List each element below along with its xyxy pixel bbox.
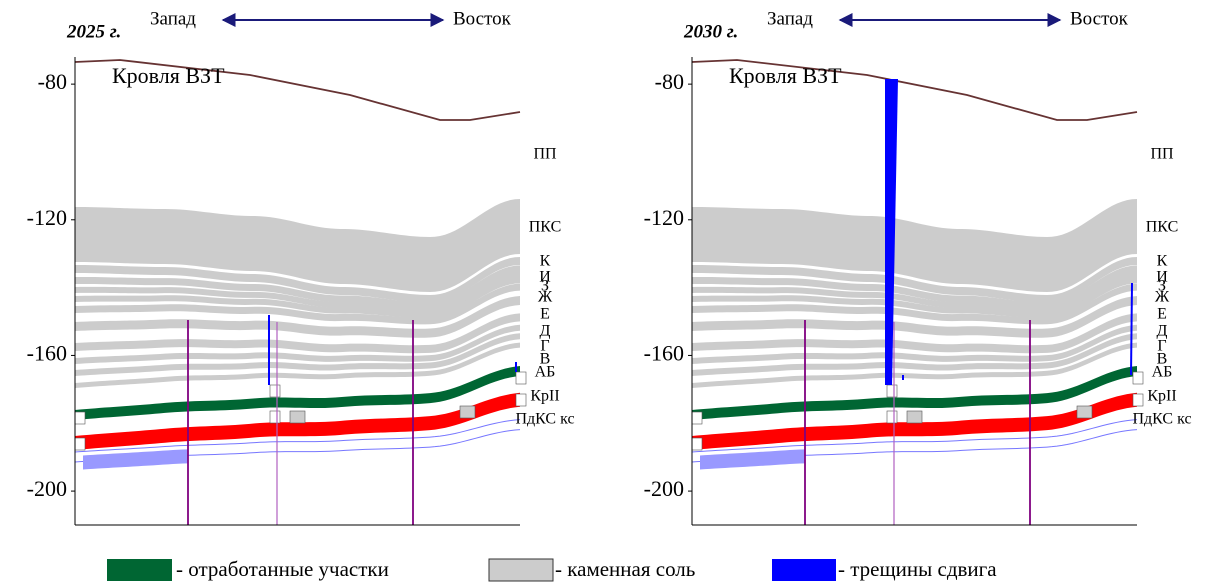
- y-tick-label: -120: [27, 205, 67, 230]
- layer: [75, 199, 520, 292]
- layer-label: КрII: [530, 388, 559, 405]
- crack: [885, 79, 898, 385]
- layer-label: В: [540, 351, 551, 368]
- layer-label: Г: [1157, 338, 1166, 355]
- layer: [692, 324, 1137, 364]
- marker: [269, 384, 281, 398]
- layer: [75, 277, 520, 318]
- layer: [75, 333, 520, 376]
- direction: Восток: [453, 8, 512, 29]
- contour: [691, 419, 1138, 453]
- legend-label: - каменная соль: [555, 557, 695, 581]
- direction: Восток: [1070, 8, 1129, 29]
- layer: [692, 199, 1137, 292]
- layer: [692, 257, 1137, 303]
- layer: [75, 313, 520, 354]
- marker: [459, 405, 476, 419]
- marker: [691, 411, 703, 425]
- layer: [75, 366, 520, 420]
- layer-label: Е: [1157, 306, 1167, 323]
- legend-swatch: [772, 559, 836, 581]
- panel-title: 2030 г.: [683, 21, 738, 42]
- marker: [1132, 393, 1144, 407]
- layer-label: КрII: [1147, 388, 1176, 405]
- legend-swatch: [488, 558, 554, 582]
- layer-label: В: [1157, 351, 1168, 368]
- layer-label: И: [539, 269, 551, 286]
- y-tick-label: -120: [644, 205, 684, 230]
- layer: [692, 271, 1137, 314]
- marker: [515, 393, 527, 407]
- y-tick-label: -80: [655, 69, 684, 94]
- panel-title: 2025 г.: [66, 21, 121, 42]
- layer-label: ПдКС кс: [1132, 411, 1191, 428]
- layer: [700, 449, 805, 470]
- y-tick-label: -200: [644, 476, 684, 501]
- layer-label: Ж: [1155, 289, 1170, 306]
- layer-label: З: [1158, 278, 1166, 295]
- layer: [75, 271, 520, 314]
- crack: [1130, 282, 1133, 376]
- direction: Запад: [150, 8, 196, 29]
- layer-label: ПП: [1150, 146, 1174, 163]
- annotation: Кровля ВЗТ: [112, 63, 225, 88]
- marker: [74, 411, 86, 425]
- roof: [74, 59, 521, 121]
- contour: [74, 419, 521, 453]
- layer-label: АБ: [535, 364, 556, 381]
- layer: [75, 296, 520, 338]
- layer: [692, 366, 1137, 420]
- layer: [692, 277, 1137, 318]
- y-tick-label: -200: [27, 476, 67, 501]
- layer-label: Д: [540, 323, 551, 340]
- y-tick-label: -80: [38, 69, 67, 94]
- layer: [692, 333, 1137, 376]
- marker: [886, 384, 898, 398]
- marker: [515, 371, 527, 385]
- layer-label: ПКС: [1146, 219, 1179, 236]
- marker: [886, 410, 898, 424]
- layer-label: К: [540, 253, 551, 270]
- layer-label: ПдКС кс: [515, 411, 574, 428]
- marker: [74, 437, 86, 451]
- layer: [75, 324, 520, 364]
- layer-label: Ж: [538, 289, 553, 306]
- layer-label: АБ: [1152, 364, 1173, 381]
- marker: [691, 437, 703, 451]
- legend-label: - отработанные участки: [176, 557, 389, 581]
- layer: [692, 313, 1137, 354]
- legend-swatch: [107, 559, 172, 581]
- marker: [906, 410, 923, 424]
- legend-label: - трещины сдвига: [838, 557, 997, 581]
- layer: [692, 392, 1137, 450]
- layer: [75, 392, 520, 450]
- y-tick-label: -160: [27, 340, 67, 365]
- marker: [1076, 405, 1093, 419]
- layer: [75, 283, 520, 325]
- direction: Запад: [767, 8, 813, 29]
- layer-label: Д: [1157, 323, 1168, 340]
- layer-label: К: [1157, 253, 1168, 270]
- y-tick-label: -160: [644, 340, 684, 365]
- layer-label: ПП: [533, 146, 557, 163]
- layer-label: И: [1156, 269, 1168, 286]
- layer: [692, 342, 1137, 388]
- annotation: Кровля ВЗТ: [729, 63, 842, 88]
- marker: [269, 410, 281, 424]
- layer: [75, 342, 520, 388]
- marker: [289, 410, 306, 424]
- layer: [83, 449, 188, 470]
- layer: [692, 283, 1137, 325]
- layer: [692, 296, 1137, 338]
- layer-label: ПКС: [529, 219, 562, 236]
- layer: [75, 257, 520, 303]
- layer-label: Г: [540, 338, 549, 355]
- layer-label: З: [541, 278, 549, 295]
- layer-label: Е: [540, 306, 550, 323]
- roof: [691, 59, 1138, 121]
- crack: [902, 375, 904, 380]
- marker: [1132, 371, 1144, 385]
